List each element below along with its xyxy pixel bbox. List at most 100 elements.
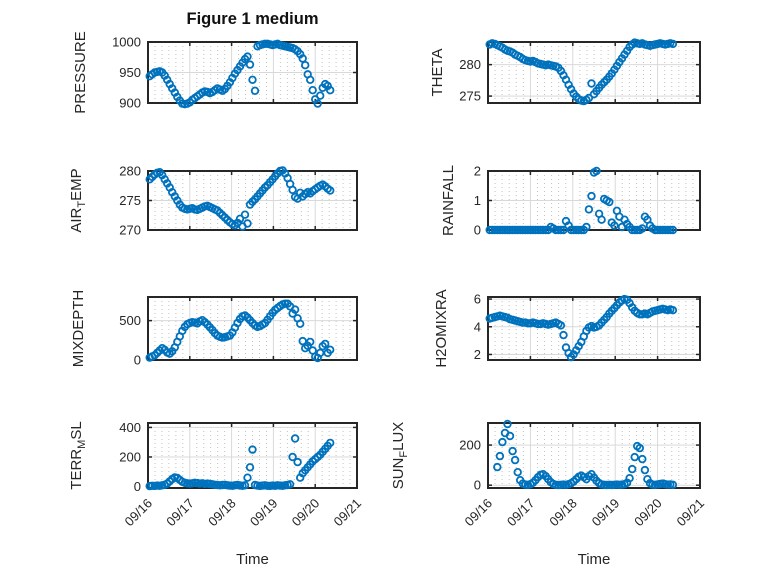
data-point — [300, 61, 310, 70]
data-point — [666, 225, 675, 235]
data-point — [584, 205, 594, 214]
data-point — [587, 79, 596, 88]
y-axis-label: H2OMIXRA — [433, 289, 450, 367]
y-tick-label: 0 — [474, 478, 481, 493]
data-point — [325, 345, 335, 354]
data-point — [315, 91, 325, 100]
chart-canvas-terr_msl: 0 200 400 TERRMSL 09/16 09/17 09/18 09/19 09/20 0… — [68, 420, 364, 529]
data-point — [325, 186, 335, 195]
data-point — [668, 39, 678, 49]
y-tick-label: 6 — [474, 292, 481, 307]
data-point — [521, 225, 530, 235]
data-point — [235, 214, 245, 223]
data-point — [640, 465, 650, 475]
y-axis-label: PRESSURE — [72, 31, 89, 114]
data-point — [325, 86, 335, 95]
data-point — [632, 225, 642, 235]
data-point — [498, 225, 507, 235]
axes-box — [487, 296, 701, 361]
subplot-mixdepth: 0 500 MIXDEPTH — [70, 290, 358, 368]
y-axis-label: TERRMSL — [68, 421, 88, 489]
x-tick-label: 09/21 — [674, 496, 708, 530]
x-tick-label: 09/16 — [462, 496, 496, 530]
data-point — [240, 210, 250, 219]
data-point — [584, 93, 594, 103]
y-axis-label: MIXDEPTH — [70, 290, 87, 368]
y-tick-label: 0 — [134, 479, 141, 494]
data-point — [597, 215, 606, 224]
data-point — [325, 438, 335, 448]
data-point — [493, 225, 502, 235]
data-point — [320, 339, 330, 349]
subplot-h2omixra: 2 4 6 H2OMIXRA — [433, 289, 701, 368]
data-point — [592, 166, 601, 176]
x-tick-label: 09/18 — [546, 496, 580, 530]
x-tick-label: 09/16 — [122, 496, 156, 530]
y-tick-label: 4 — [474, 319, 481, 334]
data-point — [556, 225, 566, 235]
y-tick-label: 400 — [119, 420, 141, 435]
chart-canvas-rainfall: 0 1 2 RAINFALL — [440, 164, 701, 238]
y-tick-label: 900 — [119, 96, 141, 111]
x-tick-label: 09/20 — [289, 496, 323, 530]
chart-canvas-pressure: 900 950 1000 PRESSURE — [72, 31, 358, 114]
data-point — [495, 451, 505, 461]
y-tick-label: 1000 — [112, 35, 141, 50]
data-point — [538, 225, 548, 235]
data-point — [493, 462, 502, 472]
data-point — [635, 443, 644, 453]
data-point — [605, 197, 614, 207]
subplot-sun-flux: 0 200 SUNFLUX 09/16 09/17 09/18 09/19 09/20 09/2… — [390, 419, 707, 529]
chart-canvas-h2omixra: 2 4 6 H2OMIXRA — [433, 289, 701, 368]
data-point — [660, 225, 670, 235]
data-point — [293, 457, 302, 467]
data-point — [245, 463, 255, 472]
y-tick-label: 2 — [474, 347, 481, 362]
data-point — [290, 305, 300, 314]
data-point — [582, 222, 591, 232]
y-axis-label: AIRTEMP — [68, 168, 88, 232]
data-point — [288, 185, 297, 195]
data-point — [305, 75, 315, 84]
chart-canvas-mixdepth: 0 500 MIXDEPTH — [70, 290, 358, 368]
subplot-rainfall: 0 1 2 RAINFALL — [440, 164, 701, 238]
subplot-theta: 275 280 THETA — [429, 38, 701, 106]
data-point — [505, 225, 515, 235]
y-tick-label: 0 — [474, 223, 481, 238]
data-point — [559, 225, 568, 235]
data-point — [250, 86, 260, 95]
data-point — [298, 336, 307, 346]
x-tick-label: 09/18 — [205, 496, 239, 530]
y-tick-label: 2 — [474, 164, 481, 179]
y-tick-label: 1 — [474, 193, 481, 208]
subplot-pressure: 900 950 1000 PRESSURE — [72, 31, 358, 114]
chart-canvas-theta: 275 280 THETA — [429, 38, 701, 106]
y-tick-label: 950 — [119, 65, 141, 80]
data-point — [498, 437, 507, 447]
x-tick-label: 09/21 — [331, 496, 365, 530]
y-axis-label: THETA — [429, 48, 446, 96]
x-axis-title-left: Time — [236, 551, 269, 568]
data-point — [569, 225, 578, 235]
y-tick-label: 280 — [119, 164, 141, 179]
data-point — [655, 225, 665, 235]
data-point — [288, 452, 297, 462]
y-tick-label: 200 — [119, 449, 141, 464]
data-point — [243, 473, 252, 482]
data-point — [487, 225, 497, 235]
x-tick-label: 09/19 — [589, 496, 623, 530]
data-point — [248, 75, 257, 84]
chart-canvas-sun_flux: 0 200 SUNFLUX 09/16 09/17 09/18 09/19 09/20 09/2… — [390, 419, 707, 529]
data-point — [513, 468, 522, 477]
y-tick-label: 500 — [119, 313, 141, 328]
chart-canvas-air_temp: 270 275 280 AIRTEMP — [68, 164, 358, 238]
data-point — [630, 452, 639, 462]
subplot-terr-msl: 0 200 400 TERRMSL 09/16 09/17 09/18 09/19 09/20 0… — [68, 420, 364, 529]
data-point — [587, 191, 596, 201]
data-point — [551, 225, 560, 235]
data-point — [308, 86, 317, 95]
data-point — [503, 419, 512, 429]
data-point — [668, 305, 678, 315]
data-point — [668, 480, 678, 489]
